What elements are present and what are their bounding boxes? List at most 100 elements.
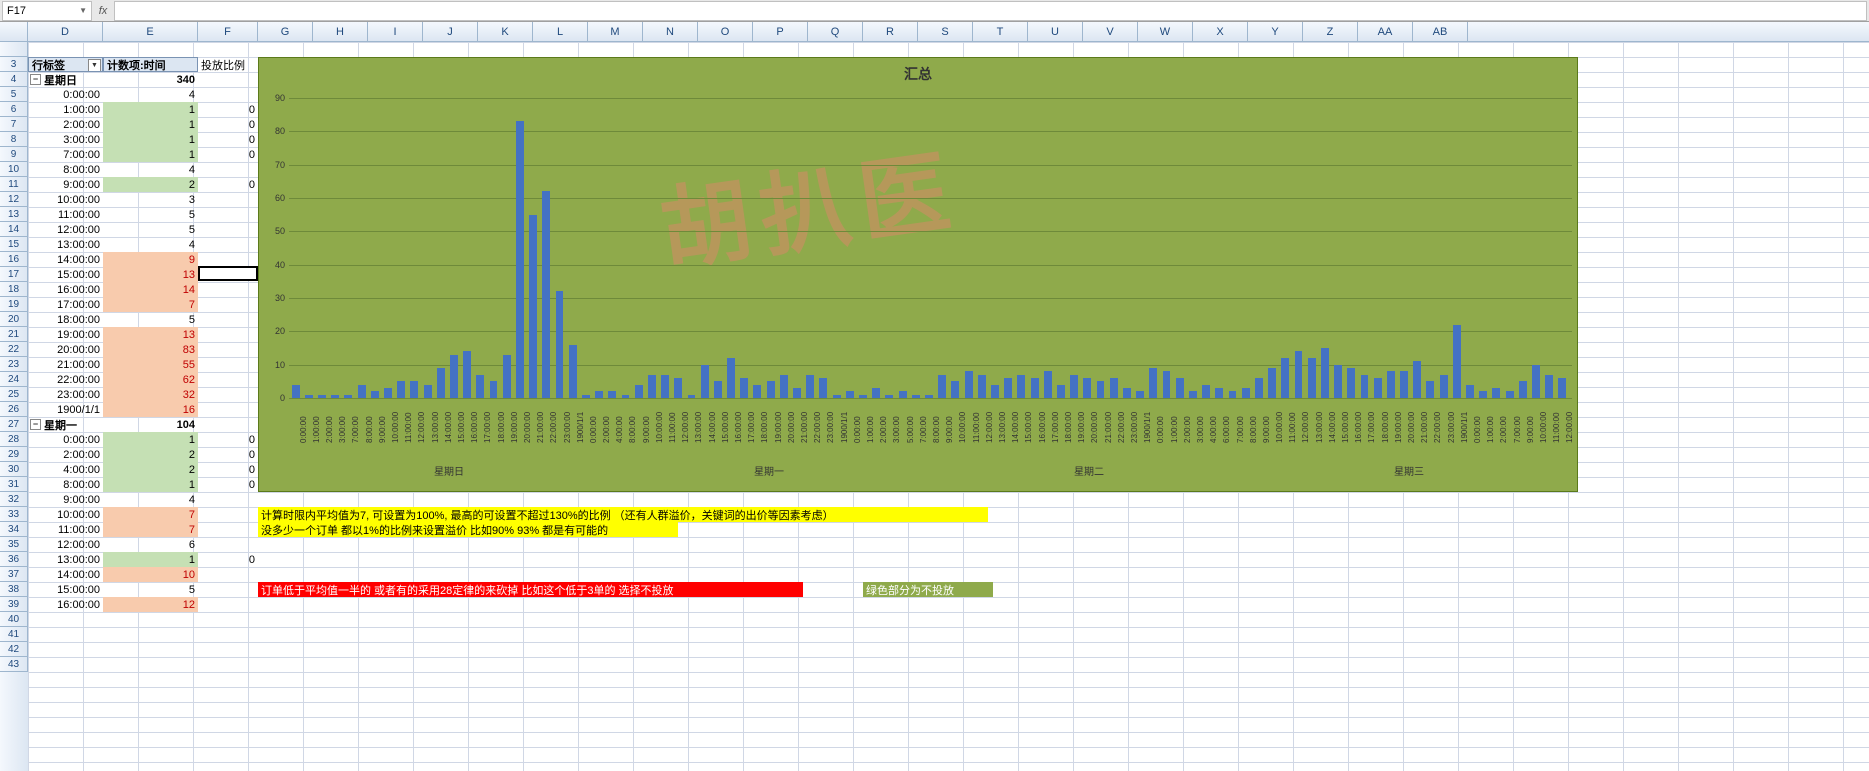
row-header[interactable]: 43 — [0, 657, 28, 672]
x-axis-label: 7:00:00 — [1236, 416, 1245, 443]
fx-icon[interactable]: fx — [94, 5, 112, 17]
row-header[interactable]: 37 — [0, 567, 28, 582]
row-header[interactable]: 29 — [0, 447, 28, 462]
col-header-R[interactable]: R — [863, 22, 918, 41]
selected-cell[interactable] — [198, 266, 258, 281]
col-header-I[interactable]: I — [368, 22, 423, 41]
collapse-button[interactable]: − — [30, 419, 41, 430]
col-header-U[interactable]: U — [1028, 22, 1083, 41]
row-header[interactable] — [0, 42, 28, 57]
col-header-V[interactable]: V — [1083, 22, 1138, 41]
col-header-X[interactable]: X — [1193, 22, 1248, 41]
row-header[interactable]: 33 — [0, 507, 28, 522]
pivot-header-rowlabel[interactable]: 行标签▼ — [28, 57, 103, 72]
row-header[interactable]: 16 — [0, 252, 28, 267]
x-axis-label: 22:00:00 — [1433, 412, 1442, 443]
chart-bar — [1334, 365, 1342, 398]
x-axis-label: 16:00:00 — [1038, 412, 1047, 443]
row-header[interactable]: 14 — [0, 222, 28, 237]
name-box[interactable]: F17 ▼ — [2, 1, 92, 21]
x-axis-label: 2:00:00 — [879, 416, 888, 443]
row-header[interactable]: 42 — [0, 642, 28, 657]
row-header[interactable]: 23 — [0, 357, 28, 372]
chart-bar — [714, 381, 722, 398]
select-all-corner[interactable] — [0, 22, 28, 41]
row-header[interactable]: 17 — [0, 267, 28, 282]
formula-input[interactable] — [114, 1, 1867, 21]
row-header[interactable]: 35 — [0, 537, 28, 552]
chart-bar — [397, 381, 405, 398]
row-header[interactable]: 7 — [0, 117, 28, 132]
col-header-J[interactable]: J — [423, 22, 478, 41]
col-header-D[interactable]: D — [28, 22, 103, 41]
pivot-row-label: 2:00:00 — [28, 117, 103, 132]
row-header[interactable]: 40 — [0, 612, 28, 627]
row-header[interactable]: 12 — [0, 192, 28, 207]
col-header-P[interactable]: P — [753, 22, 808, 41]
pivot-row-label: 23:00:00 — [28, 387, 103, 402]
x-axis-label: 8:00:00 — [365, 416, 374, 443]
row-header[interactable]: 39 — [0, 597, 28, 612]
x-axis-label: 9:00:00 — [945, 416, 954, 443]
row-header[interactable]: 5 — [0, 87, 28, 102]
row-header[interactable]: 18 — [0, 282, 28, 297]
name-box-dropdown-icon[interactable]: ▼ — [79, 6, 87, 15]
row-header[interactable]: 32 — [0, 492, 28, 507]
row-header[interactable]: 36 — [0, 552, 28, 567]
row-header[interactable]: 3 — [0, 57, 28, 72]
x-axis-label: 14:00:00 — [1011, 412, 1020, 443]
x-axis-label: 1900/1/1 — [1460, 412, 1469, 443]
col-header-W[interactable]: W — [1138, 22, 1193, 41]
row-header[interactable]: 27 — [0, 417, 28, 432]
col-header-T[interactable]: T — [973, 22, 1028, 41]
col-header-O[interactable]: O — [698, 22, 753, 41]
row-header[interactable]: 10 — [0, 162, 28, 177]
col-header-E[interactable]: E — [103, 22, 198, 41]
x-axis-label: 23:00:00 — [1130, 412, 1139, 443]
col-header-Q[interactable]: Q — [808, 22, 863, 41]
row-header[interactable]: 8 — [0, 132, 28, 147]
formula-bar: F17 ▼ fx — [0, 0, 1869, 22]
col-header-AA[interactable]: AA — [1358, 22, 1413, 41]
collapse-button[interactable]: − — [30, 74, 41, 85]
row-header[interactable]: 26 — [0, 402, 28, 417]
y-axis-label: 70 — [267, 160, 285, 170]
row-header[interactable]: 19 — [0, 297, 28, 312]
row-header[interactable]: 31 — [0, 477, 28, 492]
col-header-Y[interactable]: Y — [1248, 22, 1303, 41]
row-header[interactable]: 28 — [0, 432, 28, 447]
pivot-filter-dropdown-icon[interactable]: ▼ — [88, 59, 101, 72]
row-header[interactable]: 38 — [0, 582, 28, 597]
col-header-K[interactable]: K — [478, 22, 533, 41]
col-header-L[interactable]: L — [533, 22, 588, 41]
col-header-F[interactable]: F — [198, 22, 258, 41]
row-header[interactable]: 9 — [0, 147, 28, 162]
row-header[interactable]: 15 — [0, 237, 28, 252]
row-header[interactable]: 11 — [0, 177, 28, 192]
row-header[interactable]: 6 — [0, 102, 28, 117]
col-header-H[interactable]: H — [313, 22, 368, 41]
row-header[interactable]: 25 — [0, 387, 28, 402]
chart-bar — [1308, 358, 1316, 398]
col-header-M[interactable]: M — [588, 22, 643, 41]
col-header-Z[interactable]: Z — [1303, 22, 1358, 41]
col-header-S[interactable]: S — [918, 22, 973, 41]
col-header-N[interactable]: N — [643, 22, 698, 41]
row-header[interactable]: 22 — [0, 342, 28, 357]
col-header-G[interactable]: G — [258, 22, 313, 41]
chart-bar — [371, 391, 379, 398]
x-axis-label: 12:00:00 — [417, 412, 426, 443]
col-header-AB[interactable]: AB — [1413, 22, 1468, 41]
row-header[interactable]: 41 — [0, 627, 28, 642]
pivot-chart[interactable]: 汇总胡扒医01020304050607080900:00:001:00:002:… — [258, 57, 1578, 492]
chart-bar — [1004, 378, 1012, 398]
row-header[interactable]: 21 — [0, 327, 28, 342]
row-header[interactable]: 4 — [0, 72, 28, 87]
row-header[interactable]: 24 — [0, 372, 28, 387]
row-header[interactable]: 34 — [0, 522, 28, 537]
chart-bar — [833, 395, 841, 398]
sheet-area[interactable]: 行标签▼计数项:时间投放比例 星期日−3400:00:0041:00:00102… — [28, 42, 1869, 771]
row-header[interactable]: 13 — [0, 207, 28, 222]
row-header[interactable]: 20 — [0, 312, 28, 327]
row-header[interactable]: 30 — [0, 462, 28, 477]
